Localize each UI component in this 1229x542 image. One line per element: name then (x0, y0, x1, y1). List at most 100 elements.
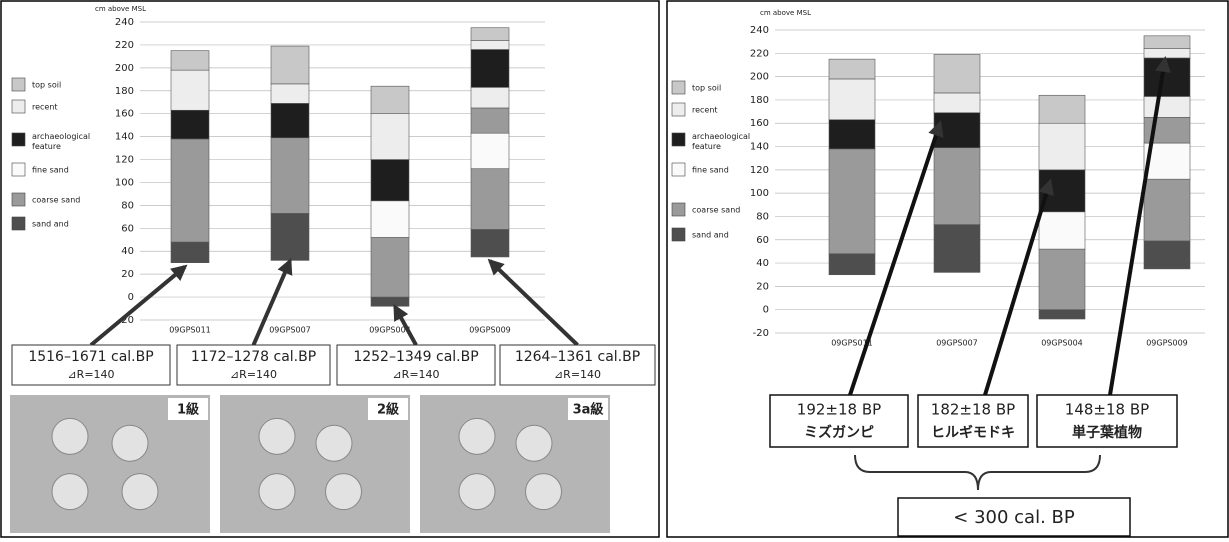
y-tick-label: 140 (115, 132, 134, 143)
pollen-grain (259, 474, 295, 510)
legend-swatch (12, 163, 25, 176)
layer-segment (1144, 241, 1190, 269)
legend-label: fine sand (692, 166, 729, 175)
layer-segment (271, 103, 309, 137)
layer-segment (371, 237, 409, 297)
annotation-note: 単子葉植物 (1072, 424, 1142, 441)
layer-segment (1144, 58, 1190, 96)
annotation-date: 1264–1361 cal.BP (515, 349, 640, 365)
y-tick-label: 180 (750, 95, 769, 106)
layer-segment (171, 51, 209, 70)
layer-segment (829, 120, 875, 149)
y-tick-label: 200 (750, 72, 769, 83)
y-tick-label: 20 (121, 269, 134, 280)
annotation-date: 1172–1278 cal.BP (191, 349, 316, 365)
layer-segment (1039, 95, 1085, 123)
layer-segment (271, 84, 309, 103)
layer-segment (1144, 49, 1190, 58)
y-tick-label: 20 (756, 281, 769, 292)
brace (855, 455, 1100, 490)
legend-swatch (12, 193, 25, 206)
y-tick-label: 0 (763, 305, 769, 316)
legend-label: top soil (32, 81, 61, 90)
layer-segment (371, 201, 409, 238)
layer-segment (1144, 179, 1190, 241)
annotation-date: 1252–1349 cal.BP (353, 349, 478, 365)
pollen-grain (316, 425, 352, 461)
layer-segment (829, 254, 875, 275)
layer-segment (1039, 249, 1085, 310)
legend-label: recent (32, 103, 58, 112)
legend-swatch (672, 228, 685, 241)
legend-swatch (672, 133, 685, 146)
x-tick-label: 09GPS007 (269, 326, 311, 335)
y-tick-label: 100 (750, 188, 769, 199)
layer-segment (1039, 212, 1085, 249)
annotation-note: ミズガンピ (804, 424, 874, 441)
layer-segment (471, 133, 509, 169)
y-tick-label: 40 (121, 246, 134, 257)
annotation-date: 192±18 BP (797, 401, 881, 419)
annotation-note: ⊿R=140 (67, 368, 114, 381)
layer-segment (471, 50, 509, 88)
y-tick-label: -20 (753, 328, 769, 339)
legend-label: top soil (692, 84, 721, 93)
legend-label: sand and (692, 231, 729, 240)
layer-segment (1144, 96, 1190, 117)
legend-swatch (12, 100, 25, 113)
pollen-grain (122, 474, 158, 510)
y-tick-label: 40 (756, 258, 769, 269)
pollen-grain (459, 474, 495, 510)
legend-swatch (672, 203, 685, 216)
annotation-date: 148±18 BP (1065, 401, 1149, 419)
layer-segment (471, 87, 509, 108)
legend-swatch (12, 133, 25, 146)
layer-segment (371, 297, 409, 306)
legend-label: sand and (32, 220, 69, 229)
photo-label: 2級 (377, 402, 399, 418)
x-tick-label: 09GPS007 (936, 339, 978, 348)
y-tick-label: 220 (115, 40, 134, 51)
y-tick-label: 200 (115, 63, 134, 74)
layer-segment (471, 108, 509, 133)
layer-segment (471, 229, 509, 257)
layer-segment (829, 149, 875, 254)
y-tick-label: 160 (750, 118, 769, 129)
y-tick-label: 60 (756, 235, 769, 246)
y-tick-label: 100 (115, 177, 134, 188)
pollen-grain (52, 418, 88, 454)
layer-segment (271, 46, 309, 84)
photo-label: 3a級 (573, 402, 604, 418)
layer-segment (371, 86, 409, 114)
annotation-note: ⊿R=140 (554, 368, 601, 381)
y-tick-label: 180 (115, 86, 134, 97)
layer-segment (371, 114, 409, 160)
layer-segment (934, 113, 980, 148)
pollen-grain (259, 418, 295, 454)
y-tick-label: 120 (750, 165, 769, 176)
legend-swatch (672, 81, 685, 94)
layer-segment (171, 70, 209, 110)
slide: cm above MSL-200204060801001201401601802… (0, 0, 1229, 538)
annotation-date: 182±18 BP (931, 401, 1015, 419)
layer-segment (829, 59, 875, 79)
layer-segment (934, 93, 980, 113)
annotation-note: ヒルギモドキ (931, 424, 1015, 441)
y-tick-label: 0 (128, 292, 134, 303)
layer-segment (271, 213, 309, 260)
x-tick-label: 09GPS009 (469, 326, 511, 335)
y-tick-label: 220 (750, 48, 769, 59)
layer-segment (471, 169, 509, 230)
legend-label: fine sand (32, 166, 69, 175)
y-tick-label: 160 (115, 109, 134, 120)
layer-segment (829, 79, 875, 120)
annotation-date: 1516–1671 cal.BP (28, 349, 153, 365)
layer-segment (171, 242, 209, 263)
legend-swatch (12, 217, 25, 230)
legend-swatch (672, 163, 685, 176)
legend-label: coarse sand (692, 206, 740, 215)
y-tick-label: 80 (756, 211, 769, 222)
legend-label: recent (692, 106, 718, 115)
layer-segment (934, 54, 980, 92)
